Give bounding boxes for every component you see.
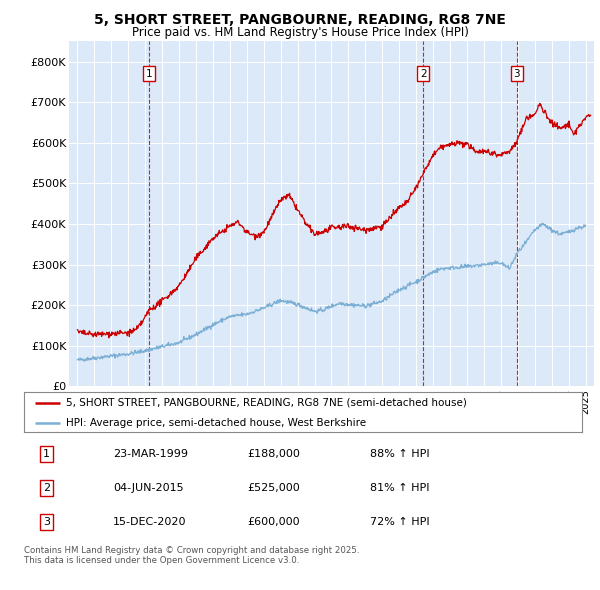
Text: 2: 2: [420, 69, 427, 79]
Text: 2: 2: [43, 483, 50, 493]
Text: £525,000: £525,000: [247, 483, 300, 493]
Text: 5, SHORT STREET, PANGBOURNE, READING, RG8 7NE (semi-detached house): 5, SHORT STREET, PANGBOURNE, READING, RG…: [66, 398, 467, 408]
Text: 1: 1: [43, 449, 50, 459]
Text: £188,000: £188,000: [247, 449, 300, 459]
Text: 88% ↑ HPI: 88% ↑ HPI: [370, 449, 430, 459]
Text: 04-JUN-2015: 04-JUN-2015: [113, 483, 184, 493]
Text: £600,000: £600,000: [247, 517, 300, 527]
Text: 3: 3: [514, 69, 520, 79]
Text: Price paid vs. HM Land Registry's House Price Index (HPI): Price paid vs. HM Land Registry's House …: [131, 26, 469, 39]
Text: Contains HM Land Registry data © Crown copyright and database right 2025.
This d: Contains HM Land Registry data © Crown c…: [24, 546, 359, 565]
Text: 1: 1: [146, 69, 152, 79]
Text: 23-MAR-1999: 23-MAR-1999: [113, 449, 188, 459]
Text: 3: 3: [43, 517, 50, 527]
Text: 81% ↑ HPI: 81% ↑ HPI: [370, 483, 430, 493]
Text: 15-DEC-2020: 15-DEC-2020: [113, 517, 187, 527]
Text: HPI: Average price, semi-detached house, West Berkshire: HPI: Average price, semi-detached house,…: [66, 418, 366, 428]
Text: 72% ↑ HPI: 72% ↑ HPI: [370, 517, 430, 527]
Text: 5, SHORT STREET, PANGBOURNE, READING, RG8 7NE: 5, SHORT STREET, PANGBOURNE, READING, RG…: [94, 13, 506, 27]
